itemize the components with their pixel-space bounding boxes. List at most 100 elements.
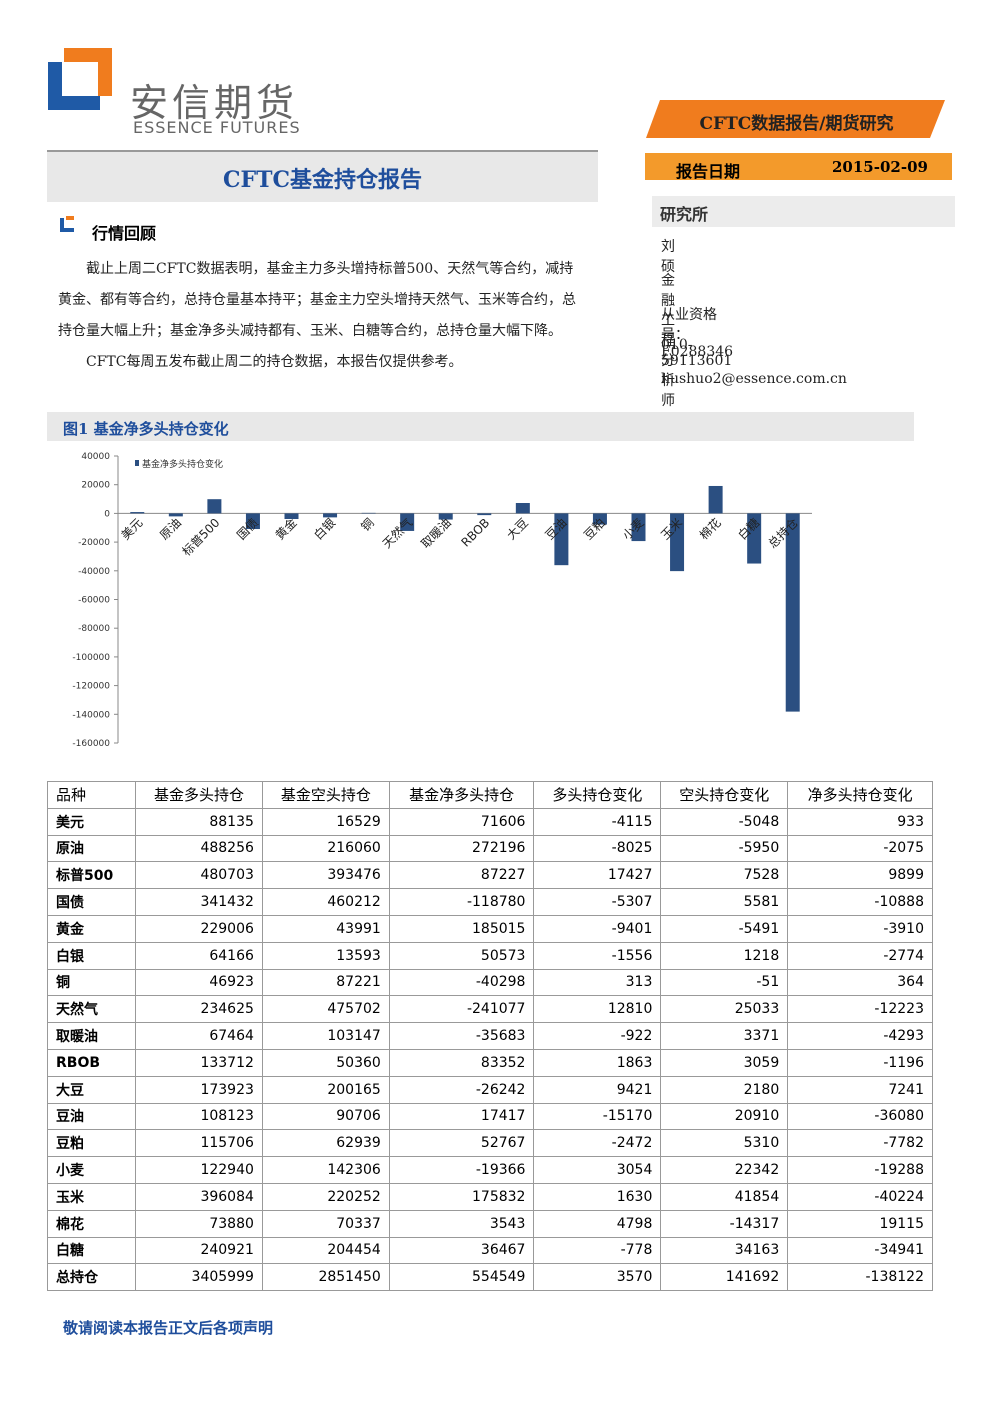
legend-swatch bbox=[135, 460, 139, 466]
table-cell: -922 bbox=[533, 1022, 662, 1050]
x-tick-label: 大豆 bbox=[504, 516, 531, 543]
logo-en: ESSENCE FUTURES bbox=[133, 118, 301, 137]
x-tick-label: RBOB bbox=[458, 516, 492, 550]
table-cell: 1863 bbox=[533, 1048, 662, 1077]
doc-title: CFTC基金持仓报告 bbox=[222, 167, 422, 193]
table-row: 玉米 396084 220252 175832 1630 41854 -40224 bbox=[46, 1182, 933, 1211]
bar bbox=[323, 513, 338, 518]
table-row: 豆油 108123 90706 17417 -15170 20910 -36080 bbox=[46, 1102, 933, 1131]
table-cell: -5307 bbox=[533, 888, 662, 916]
bar bbox=[515, 503, 530, 514]
table-row: 白糖 240921 204454 36467 -778 34163 -34941 bbox=[46, 1236, 933, 1265]
table-cell: 133712 bbox=[135, 1048, 263, 1077]
table-cell: 554549 bbox=[388, 1263, 535, 1292]
table-cell: -4115 bbox=[533, 807, 662, 836]
table-cell: -5950 bbox=[660, 834, 789, 863]
x-tick-label: 标普500 bbox=[179, 516, 222, 559]
table-header-cell: 空头持仓变化 bbox=[660, 781, 789, 809]
table-cell: 50360 bbox=[261, 1048, 390, 1077]
y-tick-label: 20000 bbox=[81, 481, 110, 491]
table-cell: 天然气 bbox=[46, 995, 137, 1024]
table-cell: 393476 bbox=[261, 861, 390, 890]
table-cell: 64166 bbox=[135, 941, 263, 970]
table-cell: 87221 bbox=[261, 968, 390, 997]
table-cell: 小麦 bbox=[46, 1156, 137, 1184]
table-cell: 棉花 bbox=[46, 1209, 137, 1238]
table-cell: -2075 bbox=[787, 834, 933, 863]
table-cell: 142306 bbox=[261, 1156, 390, 1184]
table-cell: -5491 bbox=[660, 914, 789, 943]
table-cell: 国债 bbox=[46, 888, 137, 916]
table-cell: 46923 bbox=[135, 968, 263, 997]
table-cell: 62939 bbox=[261, 1129, 390, 1158]
y-tick-label: -160000 bbox=[72, 739, 110, 749]
table-cell: 3543 bbox=[388, 1209, 535, 1238]
table-cell: -35683 bbox=[388, 1022, 535, 1050]
bar bbox=[631, 513, 646, 542]
x-tick-label: 美元 bbox=[119, 516, 146, 543]
bar bbox=[477, 513, 492, 516]
table-cell: 5581 bbox=[660, 888, 789, 916]
logo-mark bbox=[98, 48, 112, 96]
table-row: 铜 46923 87221 -40298 313 -51 364 bbox=[46, 968, 933, 997]
table-cell: 52767 bbox=[388, 1129, 535, 1158]
table-cell: -51 bbox=[660, 968, 789, 997]
table-cell: 103147 bbox=[261, 1022, 390, 1050]
table-cell: 475702 bbox=[261, 995, 390, 1024]
table-cell: 234625 bbox=[135, 995, 263, 1024]
table-cell: 313 bbox=[533, 968, 662, 997]
legend-label: 基金净多头持仓变化 bbox=[142, 458, 223, 470]
table-cell: 2180 bbox=[660, 1075, 789, 1104]
x-tick-label: 黄金 bbox=[272, 515, 300, 543]
table-cell: 9421 bbox=[533, 1075, 662, 1104]
sidebar-line: 010-59113601 bbox=[661, 337, 733, 370]
table-cell: -4293 bbox=[787, 1022, 933, 1050]
table-cell: 2851450 bbox=[261, 1263, 390, 1292]
y-tick-label: -20000 bbox=[78, 538, 110, 548]
table-row: RBOB 133712 50360 83352 1863 3059 -1196 bbox=[46, 1048, 933, 1077]
table-cell: 铜 bbox=[46, 968, 137, 997]
table-cell: 341432 bbox=[135, 888, 263, 916]
table-cell: 19115 bbox=[787, 1209, 933, 1238]
tag: CFTC数据报告/期货研究 bbox=[699, 114, 894, 134]
table-cell: 87227 bbox=[388, 861, 535, 890]
canvas: -160000 -140000 -120000 -100000 -80000 -60000… bbox=[47, 48, 955, 749]
paragraphs: 截止上周二CFTC数据表明，基金主力多头增持标普500、天然气等合约，减持黄金、… bbox=[58, 254, 582, 378]
paragraph: CFTC每周五发布截止周二的持仓数据，本报告仅提供参考。 bbox=[86, 354, 463, 370]
table-cell: -118780 bbox=[388, 888, 535, 916]
table-cell: -40224 bbox=[787, 1182, 933, 1211]
table-cell: 73880 bbox=[135, 1209, 263, 1238]
x-tick-label: 白银 bbox=[311, 515, 339, 543]
table-cell: -7782 bbox=[787, 1129, 933, 1158]
table-cell: -2472 bbox=[533, 1129, 662, 1158]
table-cell: -10888 bbox=[787, 888, 933, 916]
table-cell: 70337 bbox=[261, 1209, 390, 1238]
table-cell: -12223 bbox=[787, 995, 933, 1024]
figure-title-bg bbox=[47, 412, 914, 441]
date-value: 2015-02-09 bbox=[832, 158, 928, 176]
y-tick-label: -40000 bbox=[78, 567, 110, 577]
table-header-cell: 基金净多头持仓 bbox=[388, 781, 535, 809]
table-row: 取暖油 67464 103147 -35683 -922 3371 -4293 bbox=[46, 1022, 933, 1050]
figure-title: 图1 基金净多头持仓变化 bbox=[63, 420, 229, 438]
table-cell: 34163 bbox=[660, 1236, 789, 1265]
table-row: 国债 341432 460212 -118780 -5307 5581 -10888 bbox=[46, 888, 933, 916]
table-cell: 7241 bbox=[787, 1075, 933, 1104]
table-cell: 200165 bbox=[261, 1075, 390, 1104]
table-cell: -9401 bbox=[533, 914, 662, 943]
y-tick-label: -80000 bbox=[78, 624, 110, 634]
sidebar-heading: 研究所 bbox=[660, 205, 709, 224]
section-heading: 行情回顾 bbox=[92, 224, 157, 243]
table-cell: -15170 bbox=[533, 1102, 662, 1131]
table-cell: -5048 bbox=[660, 807, 789, 836]
bar bbox=[400, 513, 415, 531]
table-cell: 488256 bbox=[135, 834, 263, 863]
sidebar-line: 从业资格号：F0288346 bbox=[661, 306, 734, 360]
x-tick-label: 天然气 bbox=[379, 515, 415, 551]
table-cell: 4798 bbox=[533, 1209, 662, 1238]
table-cell: 204454 bbox=[261, 1236, 390, 1265]
table-cell: -19366 bbox=[388, 1156, 535, 1184]
y-tick-label: -120000 bbox=[72, 682, 110, 692]
sidebar-bg bbox=[652, 196, 955, 227]
table-cell: 22342 bbox=[660, 1156, 789, 1184]
